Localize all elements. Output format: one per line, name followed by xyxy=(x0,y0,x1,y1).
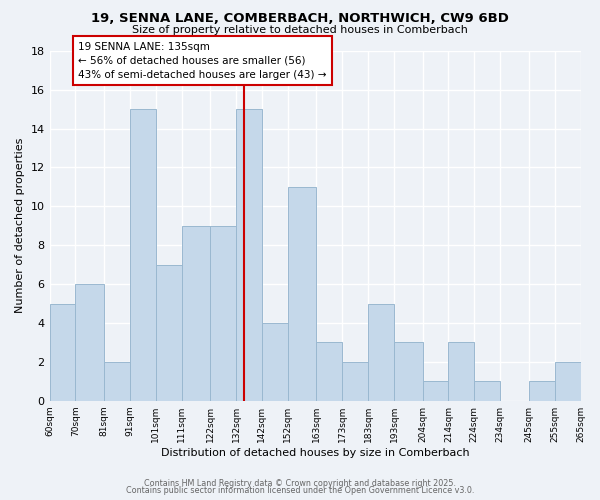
Text: 19, SENNA LANE, COMBERBACH, NORTHWICH, CW9 6BD: 19, SENNA LANE, COMBERBACH, NORTHWICH, C… xyxy=(91,12,509,26)
Bar xyxy=(182,226,210,400)
Bar xyxy=(529,382,554,400)
Bar xyxy=(288,187,316,400)
Bar xyxy=(475,382,500,400)
Bar xyxy=(316,342,342,400)
Bar xyxy=(76,284,104,401)
Bar xyxy=(130,109,156,401)
X-axis label: Distribution of detached houses by size in Comberbach: Distribution of detached houses by size … xyxy=(161,448,469,458)
Text: Contains public sector information licensed under the Open Government Licence v3: Contains public sector information licen… xyxy=(126,486,474,495)
Text: Contains HM Land Registry data © Crown copyright and database right 2025.: Contains HM Land Registry data © Crown c… xyxy=(144,478,456,488)
Bar xyxy=(236,109,262,401)
Text: 19 SENNA LANE: 135sqm
← 56% of detached houses are smaller (56)
43% of semi-deta: 19 SENNA LANE: 135sqm ← 56% of detached … xyxy=(78,42,326,80)
Bar xyxy=(50,304,76,400)
Bar xyxy=(448,342,475,400)
Bar xyxy=(342,362,368,401)
Bar xyxy=(156,264,182,400)
Bar xyxy=(422,382,448,400)
Bar xyxy=(554,362,581,401)
Bar xyxy=(368,304,394,400)
Text: Size of property relative to detached houses in Comberbach: Size of property relative to detached ho… xyxy=(132,25,468,35)
Bar xyxy=(394,342,422,400)
Bar xyxy=(262,323,288,400)
Bar xyxy=(210,226,236,400)
Y-axis label: Number of detached properties: Number of detached properties xyxy=(15,138,25,314)
Bar xyxy=(104,362,130,401)
